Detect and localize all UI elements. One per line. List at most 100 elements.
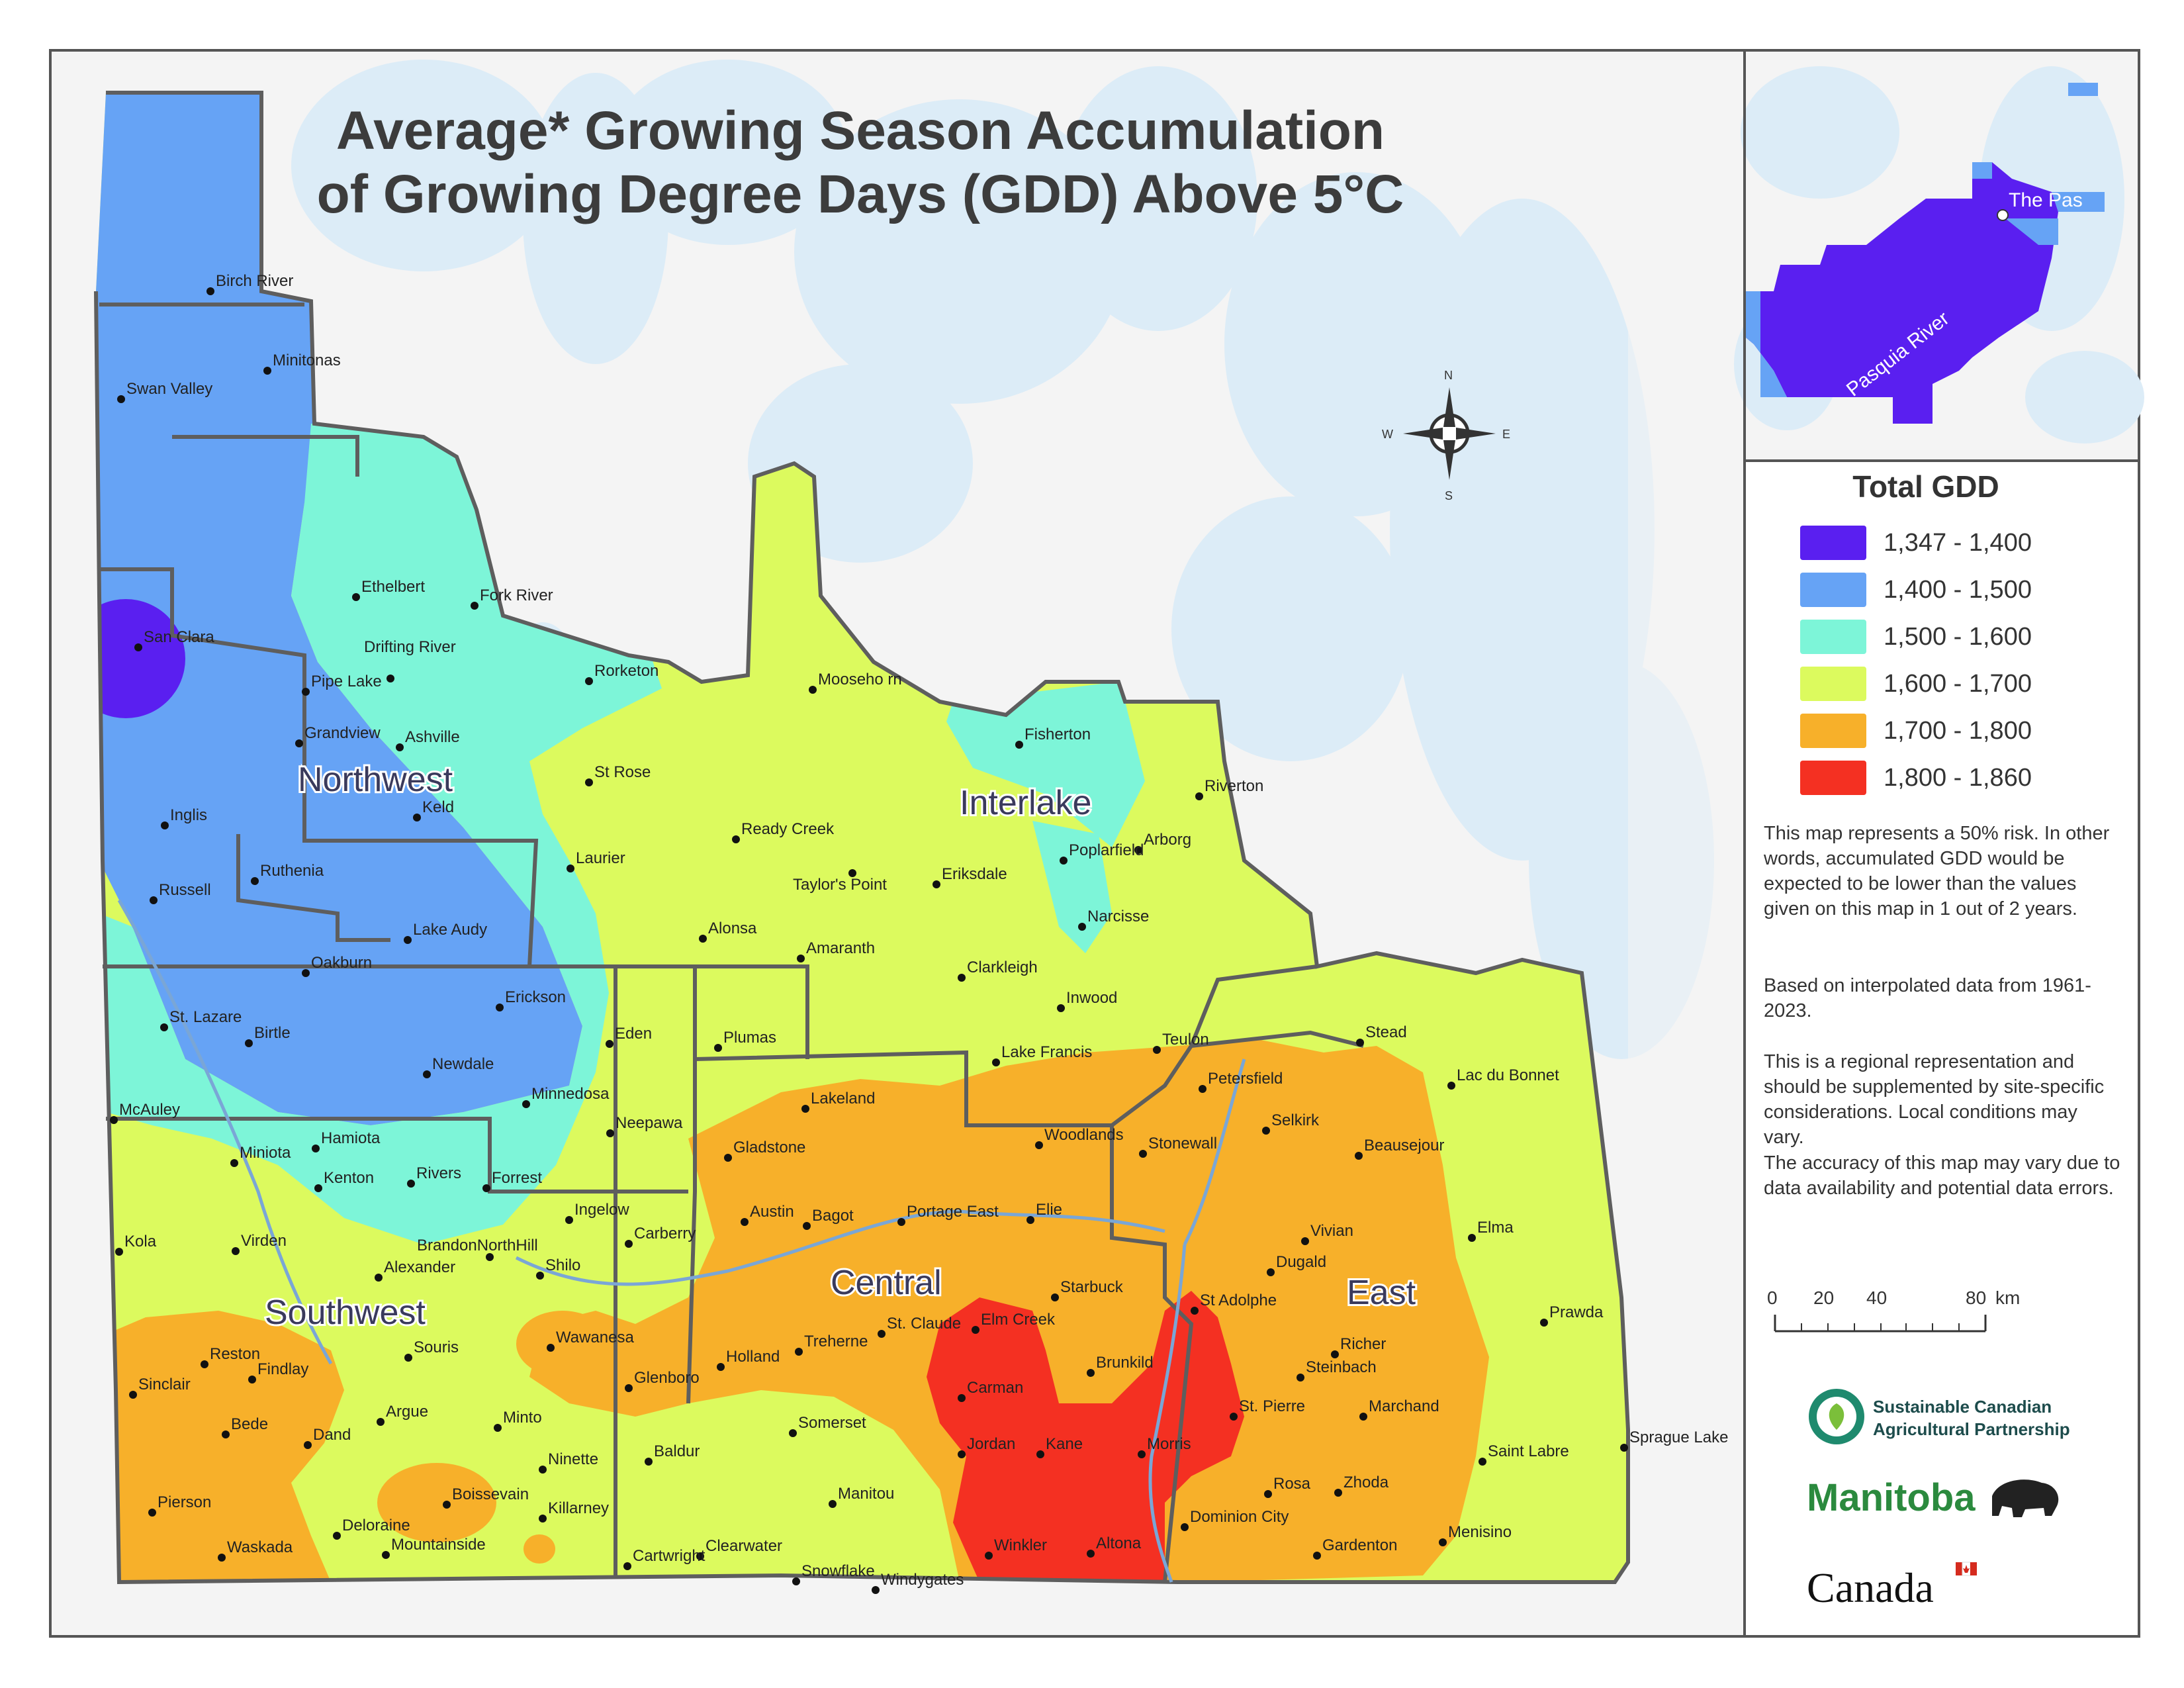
city-marker: Cartwright [623,1547,705,1570]
note-paragraph: Based on interpolated data from 1961-202… [1764,975,2091,1021]
city-label: Laurier [576,849,625,867]
city-dot-icon [536,1272,544,1280]
city-marker: Teulon [1153,1031,1209,1054]
city-label: Morris [1147,1435,1191,1453]
city-label: Newdale [432,1055,494,1073]
region-label-east: East [1347,1274,1416,1312]
city-label: Selkirk [1271,1111,1320,1129]
city-label: Birtle [254,1024,291,1042]
city-label: Portage East [907,1203,999,1221]
city-label: Inwood [1066,989,1117,1007]
city-label: Sinclair [138,1376,191,1393]
city-dot-icon [1087,1369,1095,1377]
city-dot-icon [150,896,158,904]
city-dot-icon [1620,1444,1628,1452]
city-marker: McAuley [110,1101,180,1124]
city-label: Arborg [1144,831,1191,849]
legend-label: 1,600 - 1,700 [1884,669,2032,698]
inset-map: The Pas Pasquia River [1734,52,2144,459]
city-marker: Newdale [423,1055,494,1078]
city-label: Baldur [654,1442,700,1460]
city-marker: Ethelbert [352,578,425,601]
title-line-2: of Growing Degree Days (GDD) Above 5°C [316,164,1404,224]
svg-text:S: S [1445,489,1453,502]
legend-item: 1,400 - 1,500 [1800,570,2032,610]
region-label-central: Central [831,1264,942,1302]
city-marker: Kane [1036,1435,1083,1458]
city-dot-icon [848,869,856,877]
city-marker: Ruthenia [251,862,324,885]
city-label: Holland [726,1348,780,1366]
city-marker: Amaranth [797,939,875,962]
city-marker: Jordan [958,1435,1015,1458]
city-marker: Sprague Lake [1620,1429,1728,1452]
city-marker: Gardenton [1313,1536,1397,1560]
city-label: Pipe Lake [311,673,382,690]
city-label: St. Lazare [169,1008,242,1026]
city-label: Brunkild [1096,1354,1154,1372]
legend-label: 1,700 - 1,800 [1884,716,2032,745]
city-label: Kenton [324,1169,374,1187]
city-marker: Minnedosa [522,1085,610,1108]
city-dot-icon [382,1551,390,1559]
city-dot-icon [304,1441,312,1449]
city-label: Poplarfield [1069,841,1144,859]
city-label: Miniota [240,1144,291,1162]
city-dot-icon [565,1216,573,1224]
city-dot-icon [407,1180,415,1188]
city-label: Bagot [812,1207,854,1225]
city-label: Ninette [548,1450,598,1468]
city-label: Swan Valley [126,380,212,398]
city-marker: Laurier [567,849,625,872]
city-marker: Kola [115,1233,157,1256]
legend-label: 1,347 - 1,400 [1884,528,2032,557]
city-label: Lake Audy [413,921,487,939]
city-marker: Ninette [539,1450,598,1474]
city-dot-icon [724,1154,732,1162]
city-label: Snowflake [801,1562,875,1580]
inset-town-label: The Pas [2009,189,2083,211]
city-marker: Oakburn [302,954,372,977]
city-marker: Wawanesa [547,1329,634,1352]
city-label: Austin [750,1203,794,1221]
city-dot-icon [1139,1150,1147,1158]
region-label-southwest: Southwest [265,1293,426,1332]
city-dot-icon [404,1354,412,1362]
city-dot-icon [471,602,478,610]
legend-swatch [1800,714,1866,748]
city-label: Somerset [798,1414,866,1432]
city-marker: Birtle [245,1024,291,1047]
city-label: Lakeland [811,1090,875,1107]
city-dot-icon [801,1105,809,1113]
city-dot-icon [1356,1039,1364,1047]
city-label: Elma [1477,1219,1514,1237]
legend-item: 1,700 - 1,800 [1800,711,2032,751]
city-dot-icon [1199,1085,1206,1093]
city-marker: San Clara [134,628,214,651]
city-marker: Lakeland [801,1090,875,1113]
city-marker: St. Claude [878,1315,961,1338]
city-label: Altona [1096,1534,1142,1552]
city-label: Waskada [227,1538,293,1556]
city-marker: Alexander [375,1258,455,1282]
legend-swatch [1800,573,1866,607]
city-dot-icon [1026,1216,1034,1224]
city-dot-icon [1153,1046,1161,1054]
city-marker: Narcisse [1078,908,1149,931]
city-marker: Selkirk [1262,1111,1320,1135]
city-dot-icon [117,395,125,403]
city-dot-icon [1134,846,1142,854]
city-marker: Manitou [829,1485,894,1508]
city-dot-icon [302,969,310,977]
city-dot-icon [623,1562,631,1570]
city-dot-icon [539,1466,547,1474]
note-paragraph: This map represents a 50% risk. In other… [1764,823,2110,919]
city-dot-icon [1036,1450,1044,1458]
city-dot-icon [1313,1552,1321,1560]
city-dot-icon [714,1044,722,1052]
city-dot-icon [161,821,169,829]
city-dot-icon [222,1430,230,1438]
city-label: Inglis [170,806,207,824]
city-marker: Kenton [314,1169,374,1192]
